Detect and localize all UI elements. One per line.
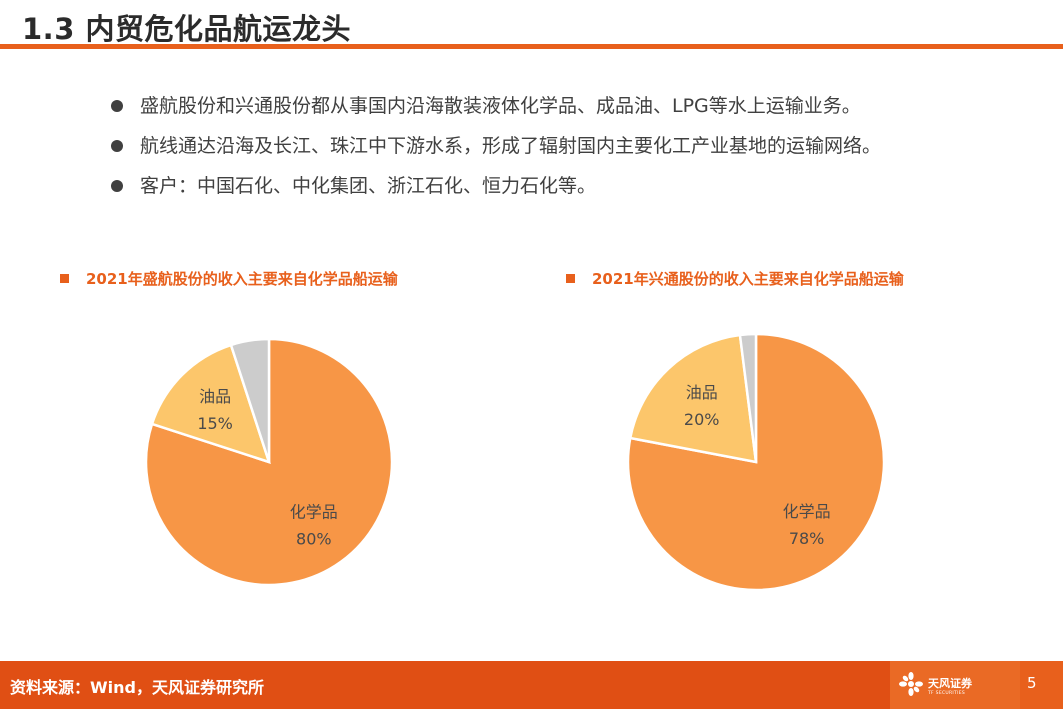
bullet-item: 盛航股份和兴通股份都从事国内沿海散装液体化学品、成品油、LPG等水上运输业务。: [108, 86, 1038, 126]
bullet-text: 航线通达沿海及长江、珠江中下游水系，形成了辐射国内主要化工产业基地的运输网络。: [140, 135, 882, 157]
bullet-item: 航线通达沿海及长江、珠江中下游水系，形成了辐射国内主要化工产业基地的运输网络。: [108, 126, 1038, 166]
bullet-dot-icon: [111, 100, 123, 112]
logo-subtext: TF SECURITIES: [928, 691, 966, 696]
chart-title-text: 2021年兴通股份的收入主要来自化学品船运输: [592, 270, 904, 288]
legend-square-icon: [566, 274, 575, 283]
logo-text: 天风证券: [928, 677, 972, 690]
slice-label: 油品: [686, 383, 718, 402]
footer-bar: 资料来源：Wind，天风证券研究所 天风证券 TF SECURITIES 5: [0, 661, 1063, 709]
bullet-dot-icon: [111, 180, 123, 192]
slice-label: 化学品: [290, 503, 338, 522]
pie-slice-other: [229, 337, 271, 463]
footer-logo-box: 天风证券 TF SECURITIES: [890, 661, 1020, 709]
slice-label: 化学品: [783, 502, 831, 521]
title-divider: [0, 44, 1063, 49]
bullet-item: 客户：中国石化、中化集团、浙江石化、恒力石化等。: [108, 166, 1038, 206]
slice-value-label: 15%: [197, 414, 233, 433]
chart-title-text: 2021年盛航股份的收入主要来自化学品船运输: [86, 270, 398, 288]
page-title: 1.3 内贸危化品航运龙头: [22, 12, 351, 46]
slice-value-label: 20%: [684, 410, 720, 429]
bullet-dot-icon: [111, 140, 123, 152]
page-number: 5: [1027, 674, 1037, 692]
bullet-text: 客户：中国石化、中化集团、浙江石化、恒力石化等。: [140, 175, 597, 197]
chart-title-shenghang: 2021年盛航股份的收入主要来自化学品船运输: [60, 268, 398, 289]
bullet-list: 盛航股份和兴通股份都从事国内沿海散装液体化学品、成品油、LPG等水上运输业务。 …: [108, 86, 1038, 206]
footer-page-box: [1020, 661, 1063, 709]
legend-square-icon: [60, 274, 69, 283]
bullet-text: 盛航股份和兴通股份都从事国内沿海散装液体化学品、成品油、LPG等水上运输业务。: [140, 95, 861, 117]
slice-value-label: 80%: [296, 530, 332, 549]
pie-slice-油品: [628, 333, 758, 464]
pie-slice-other: [738, 332, 758, 463]
chart-title-xingtong: 2021年兴通股份的收入主要来自化学品船运输: [566, 268, 904, 289]
footer-source: 资料来源：Wind，天风证券研究所: [10, 678, 264, 697]
slice-value-label: 78%: [789, 529, 825, 548]
tf-securities-logo-icon: [899, 672, 923, 696]
slice-label: 油品: [199, 387, 231, 406]
